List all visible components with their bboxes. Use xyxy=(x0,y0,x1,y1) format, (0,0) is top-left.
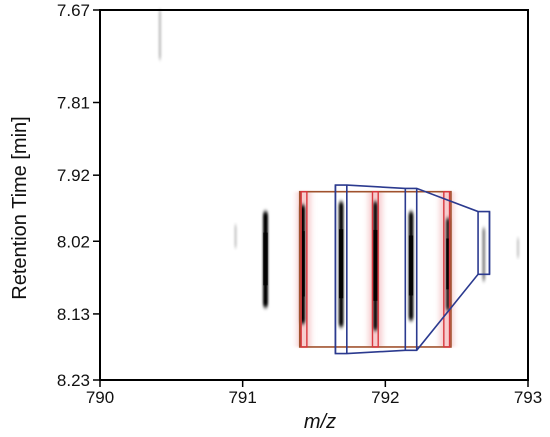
red-isotope-box xyxy=(443,190,451,348)
y-tick-label: 8.02 xyxy=(57,232,90,251)
annotation-box-layer xyxy=(298,184,491,355)
y-tick-marks xyxy=(93,9,100,381)
x-axis-title: m/z xyxy=(304,411,336,433)
signal-core xyxy=(300,231,305,297)
y-tick-label: 7.81 xyxy=(57,94,90,113)
signal-core xyxy=(408,235,414,296)
x-tick-label: 790 xyxy=(86,388,114,407)
signal-core xyxy=(446,238,451,290)
y-tick-label: 8.23 xyxy=(57,371,90,390)
x-tick-label: 793 xyxy=(514,388,542,407)
red-isotope-box xyxy=(371,190,379,348)
y-tick-label: 7.67 xyxy=(57,1,90,20)
x-tick-marks xyxy=(99,380,529,387)
signal-core xyxy=(373,229,378,301)
y-axis: 7.67 7.81 7.92 8.02 8.13 8.23 Retention … xyxy=(9,1,100,390)
x-tick-label: 792 xyxy=(371,388,399,407)
signal-streak xyxy=(158,10,162,60)
x-axis: 790 791 792 793 m/z xyxy=(86,380,542,433)
plot-frame xyxy=(99,9,529,381)
x-tick-label: 791 xyxy=(228,388,256,407)
signal-streak xyxy=(234,224,237,248)
y-tick-label: 8.13 xyxy=(57,305,90,324)
red-isotope-box xyxy=(300,190,308,348)
signal-streak xyxy=(482,228,486,281)
y-axis-title: Retention Time [min] xyxy=(9,116,31,299)
signal-streak xyxy=(516,237,520,258)
signal-core xyxy=(338,229,344,299)
y-tick-label: 7.92 xyxy=(57,166,90,185)
signal-core xyxy=(263,232,268,286)
